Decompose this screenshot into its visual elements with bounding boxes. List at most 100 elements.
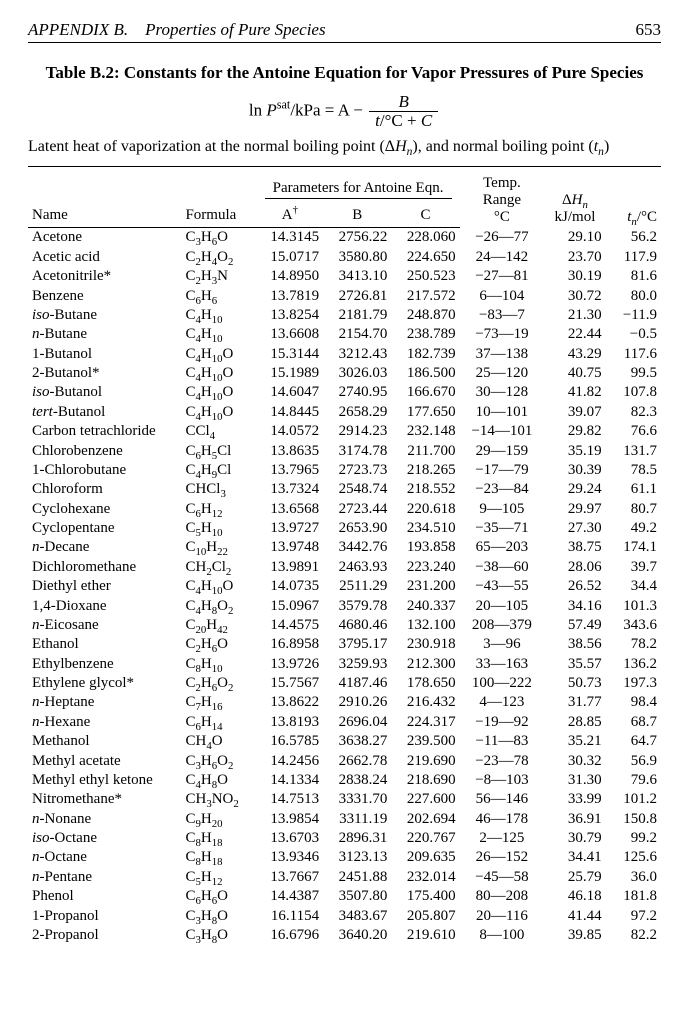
cell-formula: CH2Cl2 [181,558,256,577]
cell-formula: C4H10 [181,325,256,344]
cell-b: 2181.79 [323,306,391,325]
cell-name: Chlorobenzene [28,441,181,460]
cell-dh: 41.44 [544,906,605,925]
cell-name: Chloroform [28,480,181,499]
cell-name: tert-Butanol [28,403,181,422]
cell-formula: C2H4O2 [181,248,256,267]
cell-range: 3—96 [460,635,545,654]
cell-a: 13.9891 [257,558,324,577]
cell-dh: 38.56 [544,635,605,654]
cell-formula: C2H3N [181,267,256,286]
cell-dh: 31.30 [544,771,605,790]
cell-range: 4—123 [460,693,545,712]
table-row: Carbon tetrachlorideCCl414.05722914.2323… [28,422,661,441]
table-row: n-HexaneC6H1413.81932696.04224.317−19—92… [28,713,661,732]
cell-tn: 97.2 [606,906,661,925]
cell-b: 2451.88 [323,868,391,887]
cell-dh: 35.57 [544,654,605,673]
cell-dh: 40.75 [544,364,605,383]
cell-name: iso-Butane [28,306,181,325]
cell-formula: C4H10O [181,364,256,383]
table-row: n-OctaneC8H1813.93463123.13209.63526—152… [28,848,661,867]
cell-dh: 39.07 [544,403,605,422]
cell-name: 1-Propanol [28,906,181,925]
cell-range: 30—128 [460,383,545,402]
cell-tn: 101.2 [606,790,661,809]
cell-formula: C3H6O2 [181,751,256,770]
cell-a: 13.8635 [257,441,324,460]
cell-tn: 125.6 [606,848,661,867]
cell-c: 232.148 [391,422,459,441]
cell-a: 13.7667 [257,868,324,887]
col-b: B [323,201,391,228]
table-row: iso-ButanolC4H10O14.60472740.95166.67030… [28,383,661,402]
cell-a: 14.4387 [257,887,324,906]
cell-name: n-Butane [28,325,181,344]
cell-name: Benzene [28,286,181,305]
cell-name: 2-Propanol [28,926,181,945]
cell-dh: 27.30 [544,519,605,538]
cell-formula: C4H10 [181,306,256,325]
cell-formula: C4H8O [181,771,256,790]
table-row: EthanolC2H6O16.89583795.17230.9183—9638.… [28,635,661,654]
cell-c: 212.300 [391,654,459,673]
cell-b: 2658.29 [323,403,391,422]
table-row: CyclohexaneC6H1213.65682723.44220.6189—1… [28,499,661,518]
cell-b: 3580.80 [323,248,391,267]
antoine-equation: ln Psat/kPa = A − Bt/°C + C [28,93,661,130]
cell-name: iso-Octane [28,829,181,848]
cell-a: 13.9748 [257,538,324,557]
cell-a: 13.6703 [257,829,324,848]
table-row: tert-ButanolC4H10O14.84452658.29177.6501… [28,403,661,422]
cell-a: 16.8958 [257,635,324,654]
cell-tn: 39.7 [606,558,661,577]
cell-c: 248.870 [391,306,459,325]
table-title: Table B.2: Constants for the Antoine Equ… [32,63,657,83]
cell-c: 231.200 [391,577,459,596]
cell-tn: 99.2 [606,829,661,848]
cell-tn: 101.3 [606,596,661,615]
cell-tn: 81.6 [606,267,661,286]
cell-formula: C2H6O2 [181,674,256,693]
cell-c: 238.789 [391,325,459,344]
cell-range: −26—77 [460,228,545,248]
cell-range: −83—7 [460,306,545,325]
cell-a: 15.0717 [257,248,324,267]
cell-c: 218.265 [391,461,459,480]
cell-a: 13.8193 [257,713,324,732]
cell-c: 250.523 [391,267,459,286]
cell-formula: C4H10O [181,403,256,422]
cell-b: 4680.46 [323,616,391,635]
cell-tn: 107.8 [606,383,661,402]
cell-c: 224.650 [391,248,459,267]
cell-name: n-Octane [28,848,181,867]
cell-range: 9—105 [460,499,545,518]
cell-range: −35—71 [460,519,545,538]
cell-dh: 29.24 [544,480,605,499]
cell-formula: CCl4 [181,422,256,441]
cell-c: 186.500 [391,364,459,383]
cell-formula: CH3NO2 [181,790,256,809]
table-row: 2-PropanolC3H8O16.67963640.20219.6108—10… [28,926,661,945]
cell-tn: 56.2 [606,228,661,248]
cell-c: 175.400 [391,887,459,906]
cell-a: 13.8254 [257,306,324,325]
cell-formula: C8H10 [181,654,256,673]
cell-formula: C6H5Cl [181,441,256,460]
cell-formula: C3H6O [181,228,256,248]
cell-a: 16.5785 [257,732,324,751]
cell-tn: 117.9 [606,248,661,267]
cell-tn: 197.3 [606,674,661,693]
cell-dh: 26.52 [544,577,605,596]
cell-c: 202.694 [391,809,459,828]
col-c: C [391,201,459,228]
page-number: 653 [636,20,662,40]
cell-name: iso-Butanol [28,383,181,402]
cell-b: 3123.13 [323,848,391,867]
cell-c: 178.650 [391,674,459,693]
cell-tn: 68.7 [606,713,661,732]
cell-dh: 57.49 [544,616,605,635]
cell-range: 56—146 [460,790,545,809]
cell-dh: 28.85 [544,713,605,732]
cell-name: Ethanol [28,635,181,654]
